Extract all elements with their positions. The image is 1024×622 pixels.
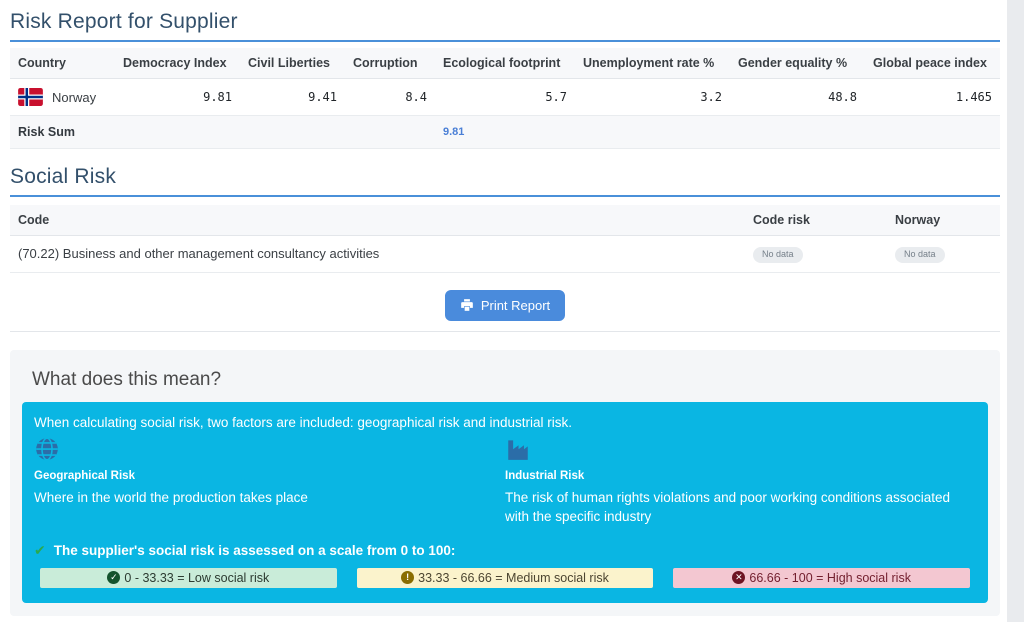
col-header-ecological-footprint: Ecological footprint	[435, 48, 575, 79]
col-header-gender-equality: Gender equality %	[730, 48, 865, 79]
geographical-risk-title: Geographical Risk	[34, 470, 481, 482]
col-header-code: Code	[10, 205, 745, 236]
table-row-norway: Norway 9.81 9.41 8.4 5.7 3.2 48.8 1.465	[10, 79, 1000, 116]
value-global-peace-index: 1.465	[865, 79, 1000, 116]
value-gender-equality: 48.8	[730, 79, 865, 116]
legend-high-risk: ✕ 66.66 - 100 = High social risk	[673, 568, 970, 588]
geographical-risk-block: Geographical Risk Where in the world the…	[34, 436, 505, 527]
risk-sum-row: Risk Sum 9.81	[10, 116, 1000, 149]
legend-low-risk-label: 0 - 33.33 = Low social risk	[124, 571, 269, 585]
print-row: Print Report	[10, 290, 1000, 321]
country-risk-table: Country Democracy Index Civil Liberties …	[10, 48, 1000, 149]
social-table-row: (70.22) Business and other management co…	[10, 236, 1000, 273]
globe-icon	[34, 436, 481, 467]
print-report-label: Print Report	[481, 298, 550, 313]
page-gutter	[1007, 0, 1024, 554]
col-header-corruption: Corruption	[345, 48, 435, 79]
country-table-header-row: Country Democracy Index Civil Liberties …	[10, 48, 1000, 79]
scale-note: ✔ The supplier's social risk is assessed…	[34, 542, 976, 559]
legend-medium-risk-label: 33.33 - 66.66 = Medium social risk	[418, 571, 609, 585]
page-title: Risk Report for Supplier	[10, 8, 1000, 42]
print-report-button[interactable]: Print Report	[445, 290, 565, 321]
check-circle-icon: ✓	[107, 571, 120, 584]
value-corruption: 8.4	[345, 79, 435, 116]
norway-flag-icon	[18, 88, 43, 106]
col-header-norway: Norway	[887, 205, 1000, 236]
value-ecological-footprint: 5.7	[435, 79, 575, 116]
printer-icon	[460, 298, 474, 312]
factory-icon	[505, 436, 952, 467]
value-unemployment-rate: 3.2	[575, 79, 730, 116]
industry-code: (70.22) Business and other management co…	[10, 236, 745, 273]
col-header-country: Country	[10, 48, 115, 79]
code-risk-badge: No data	[753, 247, 803, 263]
col-header-code-risk: Code risk	[745, 205, 887, 236]
industrial-risk-title: Industrial Risk	[505, 470, 952, 482]
industrial-risk-description: The risk of human rights violations and …	[505, 489, 952, 527]
exclamation-circle-icon: !	[401, 571, 414, 584]
check-icon: ✔	[34, 542, 46, 559]
industrial-risk-block: Industrial Risk The risk of human rights…	[505, 436, 976, 527]
risk-sum-label: Risk Sum	[10, 116, 115, 149]
info-card: What does this mean? When calculating so…	[10, 350, 1000, 616]
legend-high-risk-label: 66.66 - 100 = High social risk	[749, 571, 911, 585]
legend-low-risk: ✓ 0 - 33.33 = Low social risk	[40, 568, 337, 588]
info-intro: When calculating social risk, two factor…	[34, 415, 976, 430]
social-risk-title: Social Risk	[10, 163, 1000, 197]
country-risk-badge: No data	[895, 247, 945, 263]
social-table-header-row: Code Code risk Norway	[10, 205, 1000, 236]
info-card-title: What does this mean?	[32, 369, 988, 391]
col-header-unemployment-rate: Unemployment rate %	[575, 48, 730, 79]
geographical-risk-description: Where in the world the production takes …	[34, 489, 481, 508]
x-circle-icon: ✕	[732, 571, 745, 584]
info-box: When calculating social risk, two factor…	[22, 402, 988, 603]
col-header-democracy-index: Democracy Index	[115, 48, 240, 79]
risk-scale-legend: ✓ 0 - 33.33 = Low social risk ! 33.33 - …	[40, 568, 970, 588]
col-header-civil-liberties: Civil Liberties	[240, 48, 345, 79]
value-civil-liberties: 9.41	[240, 79, 345, 116]
country-name: Norway	[52, 90, 96, 105]
scale-note-text: The supplier's social risk is assessed o…	[54, 543, 456, 558]
col-header-global-peace-index: Global peace index	[865, 48, 1000, 79]
value-democracy-index: 9.81	[115, 79, 240, 116]
social-risk-table: Code Code risk Norway (70.22) Business a…	[10, 205, 1000, 273]
section-divider	[10, 331, 1000, 332]
legend-medium-risk: ! 33.33 - 66.66 = Medium social risk	[357, 568, 654, 588]
risk-sum-value[interactable]: 9.81	[435, 116, 575, 149]
